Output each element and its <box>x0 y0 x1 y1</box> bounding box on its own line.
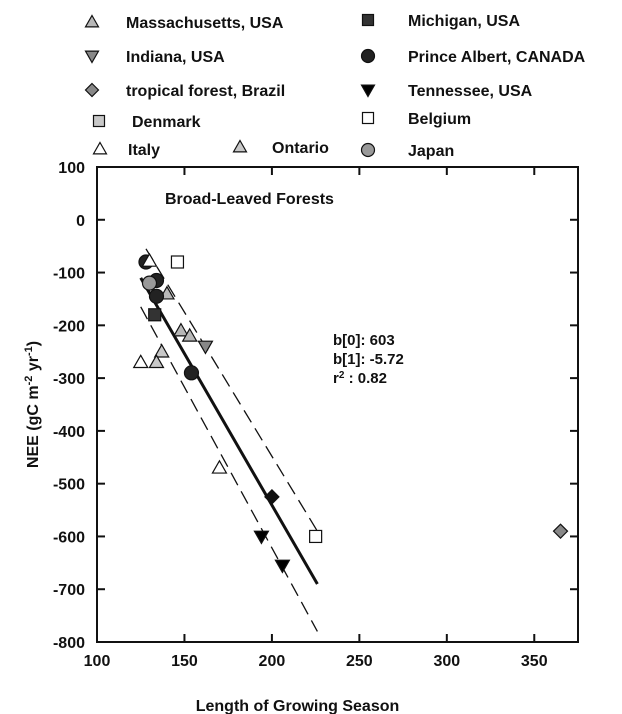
x-tick-label: 200 <box>259 653 286 670</box>
y-tick-label: -300 <box>53 371 85 388</box>
legend-label: Belgium <box>408 111 471 128</box>
y-tick-label: -600 <box>53 529 85 546</box>
legend-marker <box>84 50 100 64</box>
legend-marker <box>360 142 376 158</box>
data-point <box>148 288 165 304</box>
data-point <box>309 529 323 544</box>
data-point <box>172 322 189 337</box>
r2-value: : 0.82 <box>344 370 387 387</box>
legend-label: Michigan, USA <box>408 13 520 30</box>
confidence-bands <box>139 248 319 632</box>
legend-label: tropical forest, Brazil <box>126 83 285 100</box>
data-point <box>274 559 291 574</box>
legend-label: Tennessee, USA <box>408 83 533 100</box>
data-point <box>148 308 162 322</box>
data-point <box>253 530 270 545</box>
data-point <box>148 354 165 369</box>
legend-marker <box>361 13 375 27</box>
r2-prefix: r <box>333 370 339 387</box>
legend-marker <box>92 141 108 155</box>
legend-marker <box>232 139 248 153</box>
legend-label: Massachusetts, USA <box>126 15 284 32</box>
data-point <box>170 255 185 269</box>
legend-label: Prince Albert, CANADA <box>408 49 586 66</box>
x-tick-label: 300 <box>433 653 460 670</box>
y-tick-label: 0 <box>76 213 85 230</box>
x-tick-label: 150 <box>171 653 198 670</box>
y-title-exp1: -2 <box>23 376 35 386</box>
y-axis: 100 0 -100 -200 -300 -400 -500 -600 -700 -800 <box>53 160 578 652</box>
legend: Massachusetts, USA Michigan, USA Indiana, … <box>84 13 586 160</box>
upper-confidence-line <box>145 248 318 532</box>
y-tick-label: -500 <box>53 477 85 494</box>
x-axis-title: Length of Growing Season <box>196 698 400 714</box>
y-title-mid: yr <box>25 356 42 376</box>
y-title-main: NEE (gC m <box>25 385 42 468</box>
x-tick-label: 250 <box>346 653 373 670</box>
x-tick-label: 100 <box>84 653 111 670</box>
regression-line <box>139 277 319 585</box>
data-point <box>141 252 158 267</box>
data-point <box>183 365 200 381</box>
legend-label: Ontario <box>272 140 329 157</box>
legend-marker <box>92 114 106 128</box>
chart-title: Broad-Leaved Forests <box>165 191 334 208</box>
x-axis: 100 150 200 250 300 350 <box>84 167 548 670</box>
data-point <box>132 354 149 369</box>
y-tick-label: -800 <box>53 635 85 652</box>
data-point <box>141 275 158 291</box>
y-title-end: ) <box>25 341 42 346</box>
data-point <box>153 343 170 358</box>
plot-frame <box>96 166 579 643</box>
legend-marker <box>360 48 376 64</box>
y-tick-label: -100 <box>53 266 85 283</box>
data-point <box>211 459 228 474</box>
regression-annotations: b[0]: 603 b[1]: -5.72 r2 : 0.82 <box>333 332 404 387</box>
data-point <box>552 523 569 540</box>
r2-exponent: 2 <box>339 370 345 381</box>
legend-label: Japan <box>408 143 454 160</box>
legend-marker <box>84 14 100 28</box>
data-point <box>181 327 198 342</box>
b0-label: b[0]: 603 <box>333 332 395 349</box>
y-axis-title: NEE (gC m-2 yr-1) <box>23 341 42 468</box>
legend-marker <box>361 111 375 125</box>
y-tick-label: -200 <box>53 318 85 335</box>
y-tick-label: -700 <box>53 582 85 599</box>
lower-confidence-line <box>140 306 318 632</box>
y-tick-label: -400 <box>53 424 85 441</box>
x-tick-label: 350 <box>521 653 548 670</box>
legend-marker <box>84 82 100 98</box>
legend-label: Denmark <box>132 114 201 131</box>
data-points <box>132 252 569 574</box>
y-title-exp2: -1 <box>23 346 35 356</box>
data-point <box>264 489 280 505</box>
r2-label: r2 : 0.82 <box>333 370 387 388</box>
legend-label: Indiana, USA <box>126 49 225 66</box>
legend-marker <box>360 84 376 98</box>
data-point <box>197 340 214 355</box>
y-tick-label: 100 <box>58 160 85 177</box>
b1-label: b[1]: -5.72 <box>333 351 404 368</box>
legend-label: Italy <box>128 142 160 159</box>
